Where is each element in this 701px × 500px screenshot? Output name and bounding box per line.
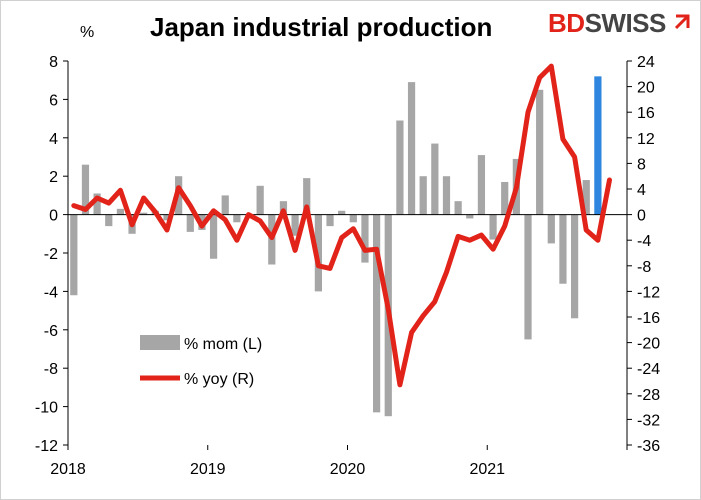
yoy-line [71,63,612,388]
right-tick-label: -32 [637,412,660,429]
mom-bar [431,143,439,215]
right-axis-ticks: -36 -32 -28 -24 -20 -16 -12 -8 -4 0 4 8 12 16 20 24 [627,54,660,455]
left-tick-label: 4 [49,131,58,148]
mom-bar [70,214,78,296]
left-axis-unit: % [80,24,95,41]
mom-bar [291,214,299,236]
mom-bar [256,185,264,215]
mom-bar [233,214,241,223]
mom-bar [454,201,462,215]
right-tick-label: 16 [637,105,655,122]
mom-bar [81,164,90,215]
mom-bar [140,212,148,215]
legend-label-yoy: % yoy (R) [184,371,254,388]
left-tick-label: -2 [44,246,58,263]
right-tick-label: 8 [637,156,646,173]
mom-bar [116,208,125,215]
left-tick-label: -10 [35,400,58,417]
mom-bar [396,120,404,215]
mom-bar [477,155,486,215]
mom-bar [570,214,579,319]
right-tick-label: 24 [637,54,655,71]
bdswiss-logo: BDSWISS [548,8,666,39]
mom-bar [373,214,381,413]
right-tick-label: -24 [637,361,660,378]
mom-bar [407,82,416,215]
left-tick-label: -8 [44,361,58,378]
mom-bar [419,176,427,215]
mom-bar [163,214,171,221]
mom-bar [582,180,590,215]
left-tick-label: 2 [49,169,58,186]
right-tick-label: 4 [637,182,646,199]
mom-bar [466,214,474,219]
right-tick-label: 12 [637,131,655,148]
mom-bar [349,214,357,223]
x-axis-ticks: 2018 2019 2020 2021 [50,445,628,478]
mom-bar [536,89,544,215]
right-tick-label: -36 [637,438,660,455]
mom-bar [186,214,194,232]
mom-bar [279,201,288,215]
right-tick-label: -28 [637,387,660,404]
x-tick-label: 2018 [50,461,86,478]
logo-text-bd: BD [548,8,585,38]
right-tick-label: -12 [637,284,660,301]
legend-label-mom: % mom (L) [184,336,262,353]
left-tick-label: 0 [49,208,58,225]
mom-bar [326,214,334,227]
mom-bar [361,214,369,263]
mom-bar [489,214,497,240]
mom-bar [303,178,311,215]
right-tick-label: -16 [637,310,660,327]
left-tick-label: 6 [49,92,58,109]
mom-bar [501,181,509,215]
mom-bar [209,214,218,259]
right-tick-label: -4 [637,233,651,250]
mom-bar [338,210,346,215]
mom-bar [559,214,567,284]
left-tick-label: -6 [44,323,58,340]
right-tick-label: 0 [637,208,646,225]
mom-bar [547,214,555,244]
left-axis-ticks: -12 -10 -8 -6 -4 -2 0 2 4 6 8 [35,54,68,455]
x-tick-label: 2021 [469,461,505,478]
chart-title: Japan industrial production [150,12,493,42]
logo-arrow-icon [674,14,690,30]
right-tick-label: -8 [637,259,651,276]
mom-bar [594,76,602,215]
legend-swatch-mom [140,335,180,350]
mom-bar [105,214,113,227]
legend: % mom (L) % yoy (R) [140,335,262,388]
mom-bar [442,176,451,215]
x-tick-label: 2019 [190,461,226,478]
right-tick-label: -20 [637,336,660,353]
left-tick-label: -4 [44,284,58,301]
logo-text-swiss: SWISS [584,8,667,38]
mom-bar [524,214,532,340]
left-tick-label: -12 [35,438,58,455]
left-tick-label: 8 [49,54,58,71]
x-tick-label: 2020 [330,461,366,478]
mom-bar [221,195,229,215]
mom-bar [93,193,101,215]
right-tick-label: 20 [637,80,655,97]
